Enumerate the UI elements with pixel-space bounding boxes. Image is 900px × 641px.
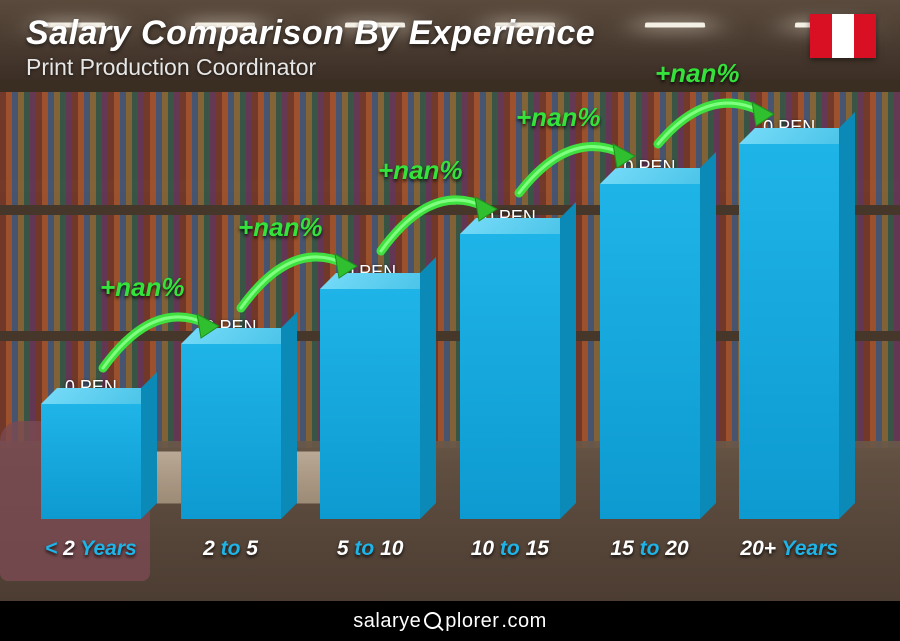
bar-5: 0 PEN20+ Years [728,117,850,561]
flag-peru [810,14,876,58]
bar-front [181,344,281,519]
bar-side [281,312,297,519]
bar-2: 0 PEN5 to 10 [309,262,431,561]
bar-0: 0 PEN< 2 Years [30,377,152,561]
bar-top [739,128,855,144]
bar-3d [739,144,839,519]
flag-stripe-red-right [854,14,876,58]
bar-top [181,328,297,344]
bar-4: 0 PEN15 to 20 [589,157,711,561]
bar-top [41,388,157,404]
bar-3d [460,234,560,519]
bar-category-label: 10 to 15 [471,537,549,561]
bar-category-label: 2 to 5 [203,537,258,561]
bar-top [460,218,576,234]
bar-front [41,404,141,519]
bar-category-label: < 2 Years [45,537,137,561]
bar-category-label: 5 to 10 [337,537,404,561]
bar-front [320,289,420,519]
bar-top [600,168,716,184]
bar-category-label: 15 to 20 [610,537,688,561]
magnifier-icon [424,612,442,630]
brand-suffix: plorer [445,610,499,633]
bar-side [560,202,576,519]
footer-brand: salarye plorer .com [353,610,546,633]
bar-front [600,184,700,519]
bar-side [420,257,436,519]
bar-3d [320,289,420,519]
bar-top [320,273,436,289]
bar-3d [41,404,141,519]
bar-chart: 0 PEN< 2 Years0 PEN2 to 50 PEN5 to 100 P… [30,110,850,561]
bar-front [739,144,839,519]
bar-side [700,152,716,519]
page-subtitle: Print Production Coordinator [26,54,316,81]
brand-domain: .com [501,610,546,633]
bar-side [141,372,157,519]
flag-stripe-red-left [810,14,832,58]
flag-stripe-white [832,14,854,58]
bar-3d [181,344,281,519]
bar-3d [600,184,700,519]
footer: salarye plorer .com [0,601,900,641]
bar-3: 0 PEN10 to 15 [449,207,571,561]
brand-prefix: salarye [353,610,421,633]
bar-1: 0 PEN2 to 5 [170,317,292,561]
bar-front [460,234,560,519]
bar-category-label: 20+ Years [740,537,838,561]
bar-side [839,112,855,519]
page-title: Salary Comparison By Experience [26,14,595,53]
